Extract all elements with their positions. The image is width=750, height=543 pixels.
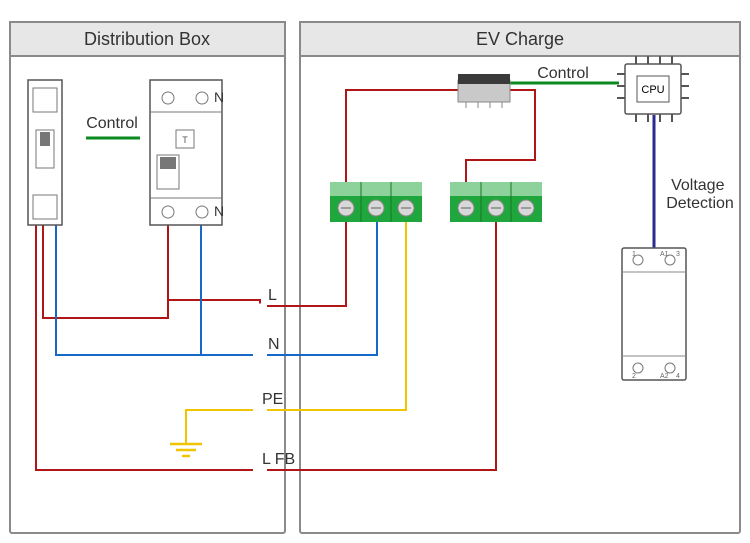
- svg-text:A1: A1: [660, 251, 669, 258]
- wire-relay-term2: [466, 90, 535, 185]
- label-pe: PE: [262, 391, 283, 408]
- detection-module: 1 3 A1 2 4 A2: [622, 248, 686, 380]
- ground-symbol: [170, 444, 202, 456]
- wire-lfb: [36, 220, 496, 470]
- wire-pe: [186, 220, 406, 444]
- control-label-ev: Control: [537, 65, 589, 82]
- svg-text:N: N: [214, 89, 224, 105]
- svg-text:T: T: [182, 135, 188, 145]
- svg-text:2: 2: [632, 373, 636, 380]
- svg-text:1: 1: [632, 251, 636, 258]
- label-lfb: L FB: [262, 451, 295, 468]
- svg-text:N: N: [214, 203, 224, 219]
- wire-l-term-relay: [346, 90, 458, 185]
- cpu-chip: CPU: [617, 56, 689, 122]
- wire-n: [201, 220, 377, 355]
- wiring: [36, 83, 654, 470]
- voltage-detection-label: Voltage Detection: [666, 177, 734, 212]
- svg-text:A2: A2: [660, 373, 669, 380]
- control-label-dist: Control: [86, 115, 138, 132]
- distribution-box-title: Distribution Box: [84, 29, 210, 49]
- ev-charge-title: EV Charge: [476, 29, 564, 49]
- wire-l-breaker-rcd: [43, 225, 168, 318]
- relay: [458, 74, 510, 108]
- terminal-block-left: [330, 182, 422, 222]
- rcd-device: N T N: [150, 80, 224, 225]
- terminal-block-right: [450, 182, 542, 222]
- svg-text:4: 4: [676, 373, 680, 380]
- wire-n-breaker: [56, 225, 201, 355]
- cpu-label: CPU: [641, 84, 664, 96]
- svg-text:3: 3: [676, 251, 680, 258]
- wire-gaps: [253, 306, 267, 470]
- label-l: L: [268, 287, 277, 304]
- label-n: N: [268, 336, 280, 353]
- mini-breaker: [28, 80, 62, 225]
- wire-l-rcd-term: [168, 220, 346, 306]
